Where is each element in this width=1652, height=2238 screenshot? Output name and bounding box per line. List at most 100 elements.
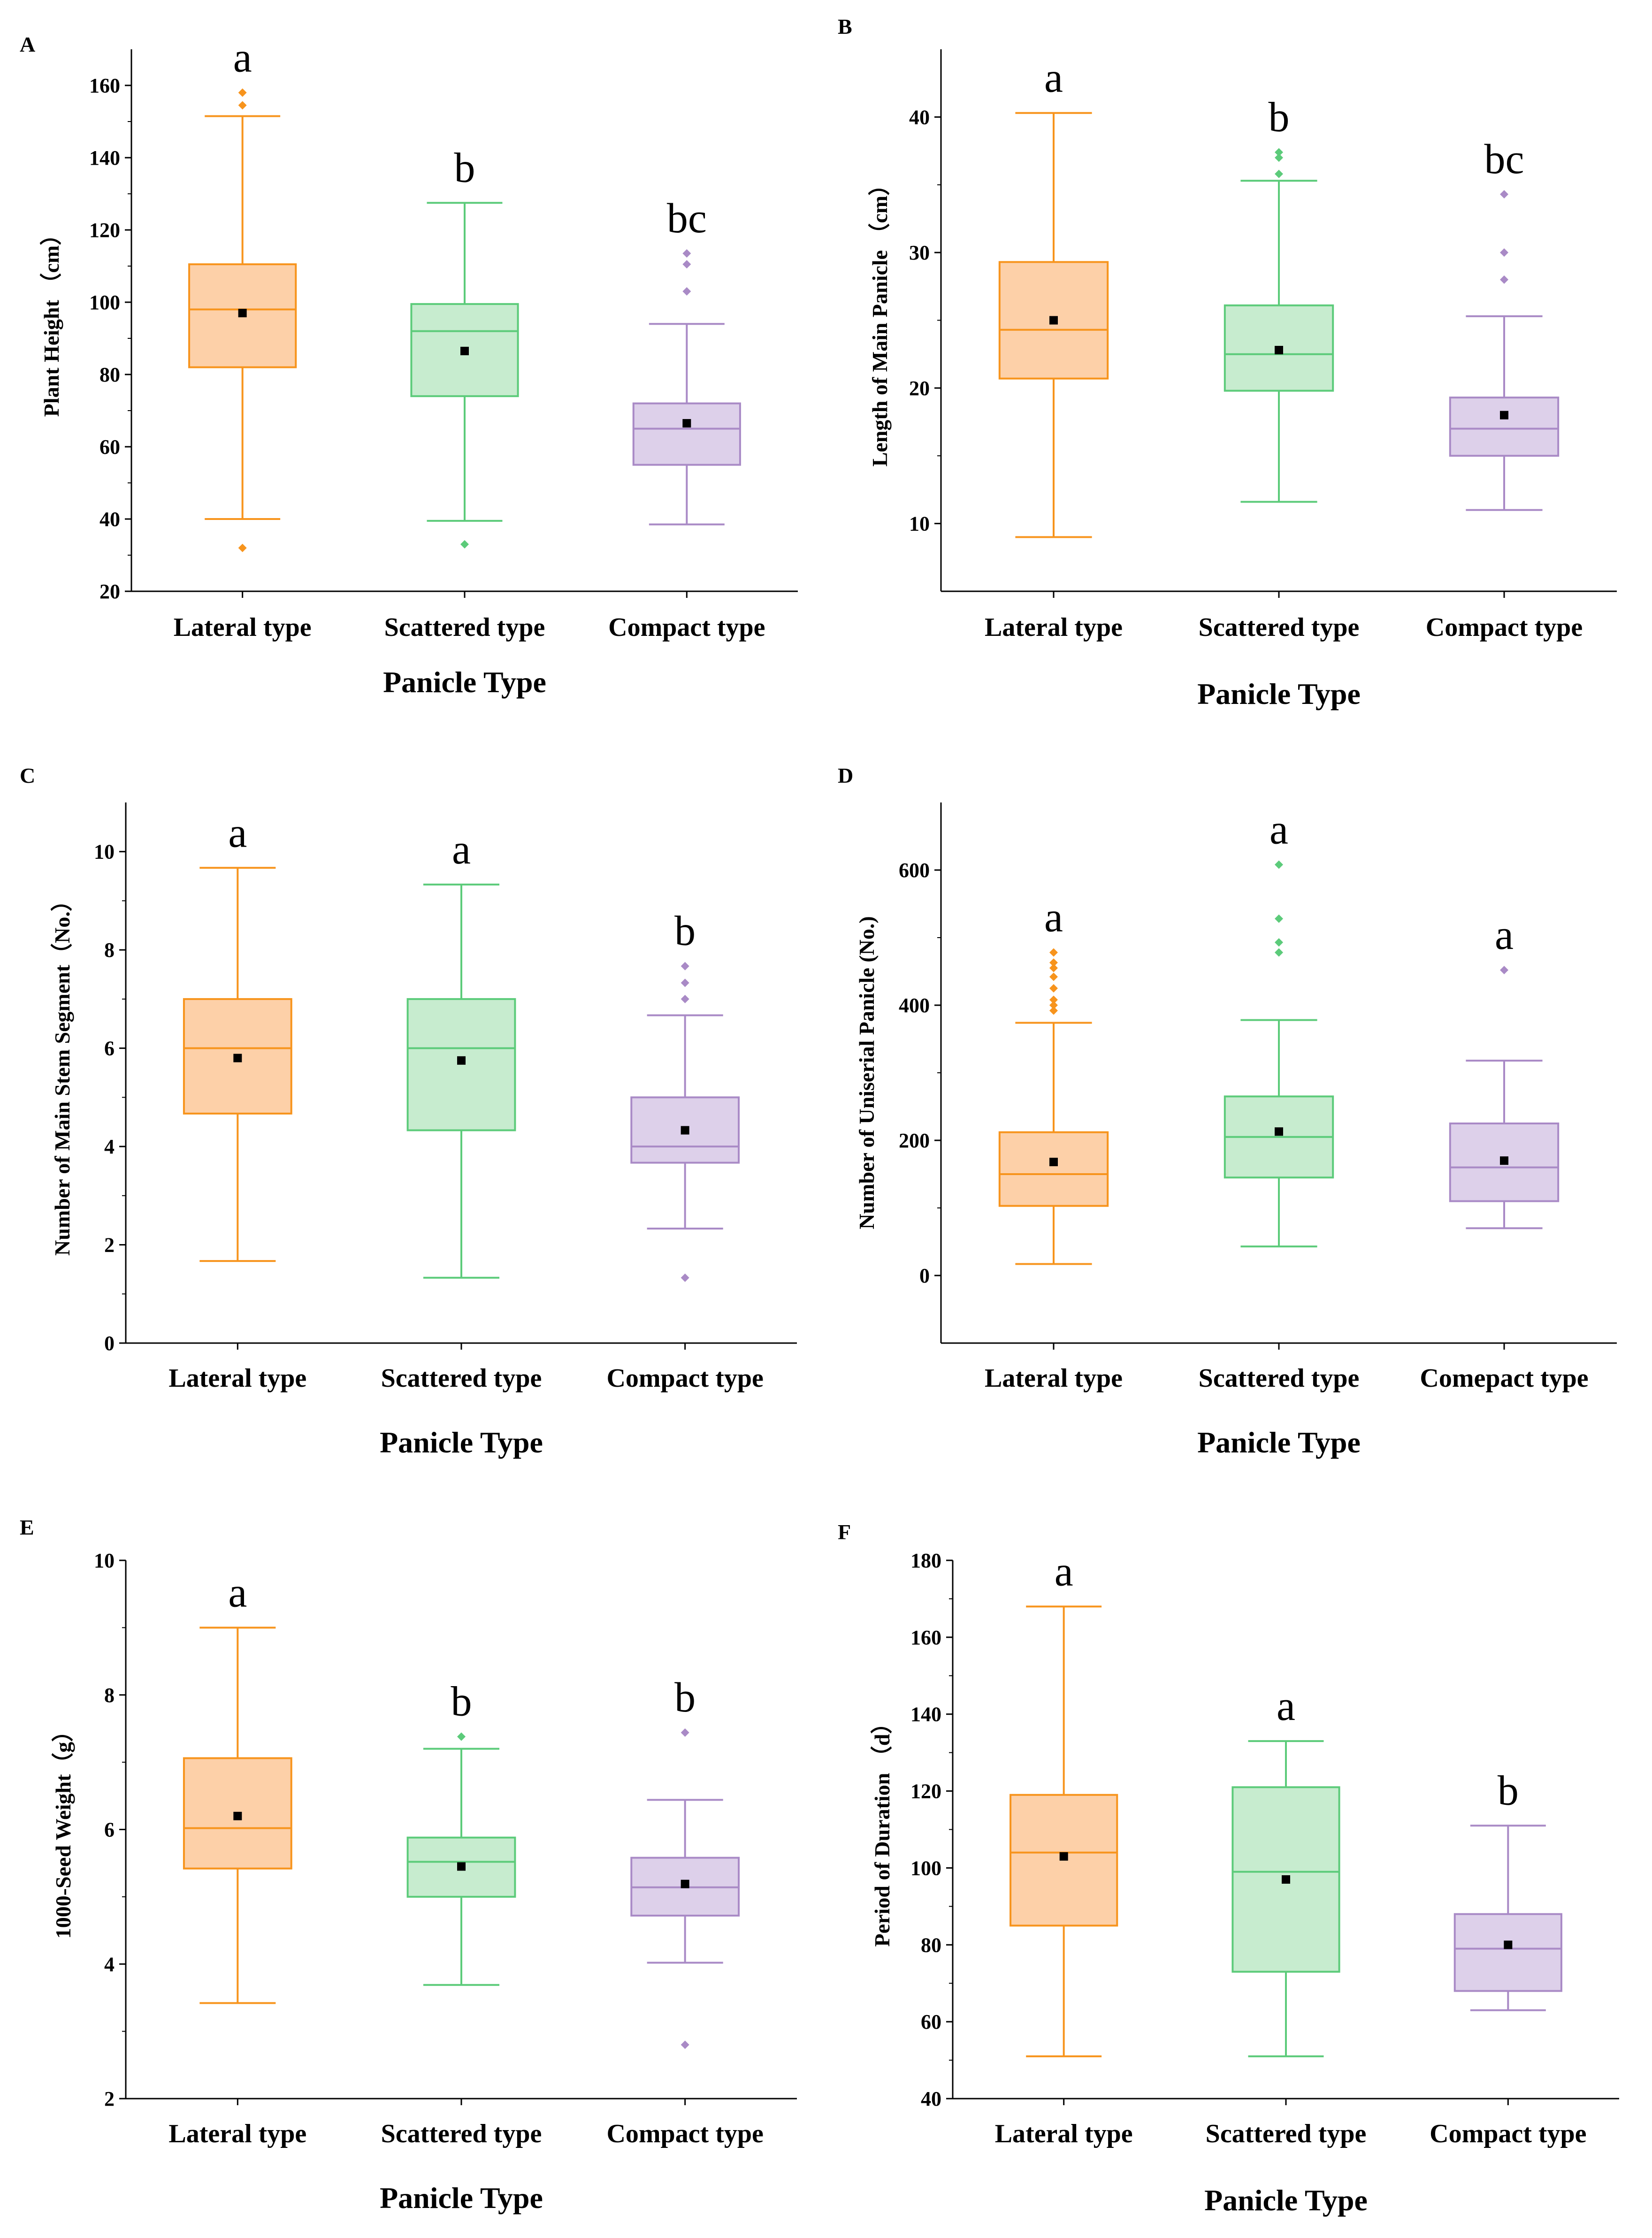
- y-tick-label: 120: [89, 219, 120, 242]
- outlier-point: [1275, 169, 1283, 178]
- significance-letter: b: [674, 908, 696, 955]
- x-category-label: Compact type: [606, 1364, 763, 1393]
- significance-letter: a: [228, 1569, 247, 1616]
- significance-letter: a: [452, 826, 471, 873]
- box-scattered: a: [406, 826, 516, 1279]
- box-lateral: a: [998, 55, 1109, 538]
- y-axis-title: Period of Duration （d）: [870, 1712, 894, 1947]
- panel-letter: B: [838, 15, 852, 38]
- outlier-point: [681, 962, 689, 970]
- x-category-label: Scattered type: [381, 1364, 542, 1393]
- outlier-point: [238, 101, 247, 110]
- y-tick-label: 20: [909, 377, 930, 400]
- outlier-point: [1049, 995, 1058, 1004]
- box-lateral: a: [188, 34, 297, 552]
- y-axis-title: 1000-Seed Weight（g）: [51, 1720, 75, 1939]
- y-axis-title: Number of Uniserial Panicle (No.): [855, 916, 879, 1229]
- y-tick-label: 100: [910, 1856, 941, 1879]
- significance-letter: bc: [667, 195, 707, 242]
- y-tick-label: 400: [899, 994, 930, 1017]
- x-axis-title: Panicle Type: [1197, 1426, 1361, 1459]
- y-tick-label: 140: [89, 146, 120, 169]
- mean-marker: [681, 1126, 689, 1135]
- panel-f: F 40 60 80 100 120 140 160 180 Period of Duration…: [838, 1520, 1619, 2217]
- outlier-point: [1275, 948, 1283, 957]
- mean-marker: [1049, 1158, 1058, 1167]
- box-compact: b: [1453, 1767, 1562, 2011]
- x-axis-title: Panicle Type: [380, 2181, 543, 2215]
- y-tick-label: 0: [104, 1332, 115, 1355]
- panel-e: E 2 4 6 8 10 1000-Seed Weight（g） Panicle Type a L…: [20, 1515, 797, 2215]
- box-scattered: b: [410, 145, 519, 549]
- outlier-point: [1049, 1006, 1058, 1015]
- x-axis-title: Panicle Type: [383, 665, 546, 699]
- significance-letter: b: [454, 145, 475, 191]
- y-tick-label: 80: [99, 363, 120, 386]
- significance-letter: a: [1495, 912, 1514, 958]
- x-category-label: Scattered type: [1199, 1364, 1360, 1393]
- x-category-label: Scattered type: [1206, 2119, 1367, 2148]
- significance-letter: a: [233, 34, 252, 81]
- mean-marker: [682, 419, 691, 428]
- panel-letter: C: [20, 764, 35, 787]
- x-category-label: Lateral type: [174, 613, 312, 642]
- x-category-label: Lateral type: [985, 613, 1123, 642]
- outlier-point: [1049, 1001, 1058, 1009]
- y-tick-label: 6: [104, 1818, 115, 1841]
- mean-marker: [1504, 1940, 1513, 1949]
- significance-letter: bc: [1484, 136, 1524, 183]
- box-scattered: a: [1224, 806, 1334, 1248]
- significance-letter: a: [1055, 1548, 1073, 1595]
- box-lateral: a: [998, 894, 1109, 1265]
- x-category-label: Lateral type: [168, 1364, 306, 1393]
- x-category-label: Comepact type: [1420, 1364, 1588, 1393]
- x-category-label: Scattered type: [384, 613, 545, 642]
- iqr-box: [1449, 397, 1560, 457]
- y-axis-title: Plant Height （cm）: [39, 224, 63, 417]
- outlier-point: [1275, 148, 1283, 157]
- outlier-point: [1500, 190, 1508, 199]
- outlier-point: [1275, 153, 1283, 162]
- outlier-point: [1049, 963, 1058, 972]
- y-tick-label: 200: [899, 1129, 930, 1152]
- y-tick-label: 40: [99, 508, 120, 531]
- significance-letter: a: [1044, 55, 1063, 101]
- outlier-point: [682, 260, 691, 269]
- mean-marker: [238, 309, 247, 318]
- y-tick-label: 4: [104, 1953, 115, 1976]
- panel-b: B 10 20 30 40 Length of Main Panicle （cm） Pani…: [838, 15, 1617, 710]
- x-category-label: Compact type: [608, 613, 765, 642]
- significance-letter: b: [674, 1674, 696, 1721]
- y-tick-label: 80: [921, 1933, 941, 1956]
- outlier-point: [681, 1273, 689, 1282]
- x-category-label: Compact type: [606, 2119, 763, 2148]
- iqr-box: [632, 402, 741, 466]
- significance-letter: b: [1269, 94, 1290, 140]
- y-tick-label: 40: [909, 106, 930, 129]
- outlier-point: [460, 540, 469, 549]
- mean-marker: [681, 1879, 689, 1888]
- mean-marker: [1049, 316, 1058, 325]
- x-category-label: Lateral type: [985, 1364, 1123, 1393]
- y-tick-label: 4: [104, 1135, 115, 1158]
- outlier-point: [1275, 860, 1283, 869]
- outlier-point: [1049, 972, 1058, 981]
- significance-letter: a: [1044, 894, 1063, 941]
- panel-letter: E: [20, 1515, 34, 1539]
- panel-a: A 20 40 60 80 100 120 140 160 Plant Height （cm） Pa…: [20, 32, 798, 699]
- iqr-box: [1453, 1913, 1562, 1992]
- significance-letter: b: [451, 1679, 472, 1725]
- outlier-point: [238, 543, 247, 552]
- y-tick-label: 40: [921, 2087, 941, 2110]
- x-axis-title: Panicle Type: [1204, 2184, 1368, 2217]
- y-tick-label: 2: [104, 1234, 115, 1257]
- y-tick-label: 600: [899, 859, 930, 882]
- outlier-point: [1049, 984, 1058, 993]
- outlier-point: [1275, 914, 1283, 923]
- box-scattered: b: [406, 1679, 516, 1986]
- mean-marker: [1059, 1852, 1068, 1861]
- y-tick-label: 120: [910, 1780, 941, 1803]
- mean-marker: [460, 346, 469, 355]
- y-tick-label: 100: [89, 291, 120, 314]
